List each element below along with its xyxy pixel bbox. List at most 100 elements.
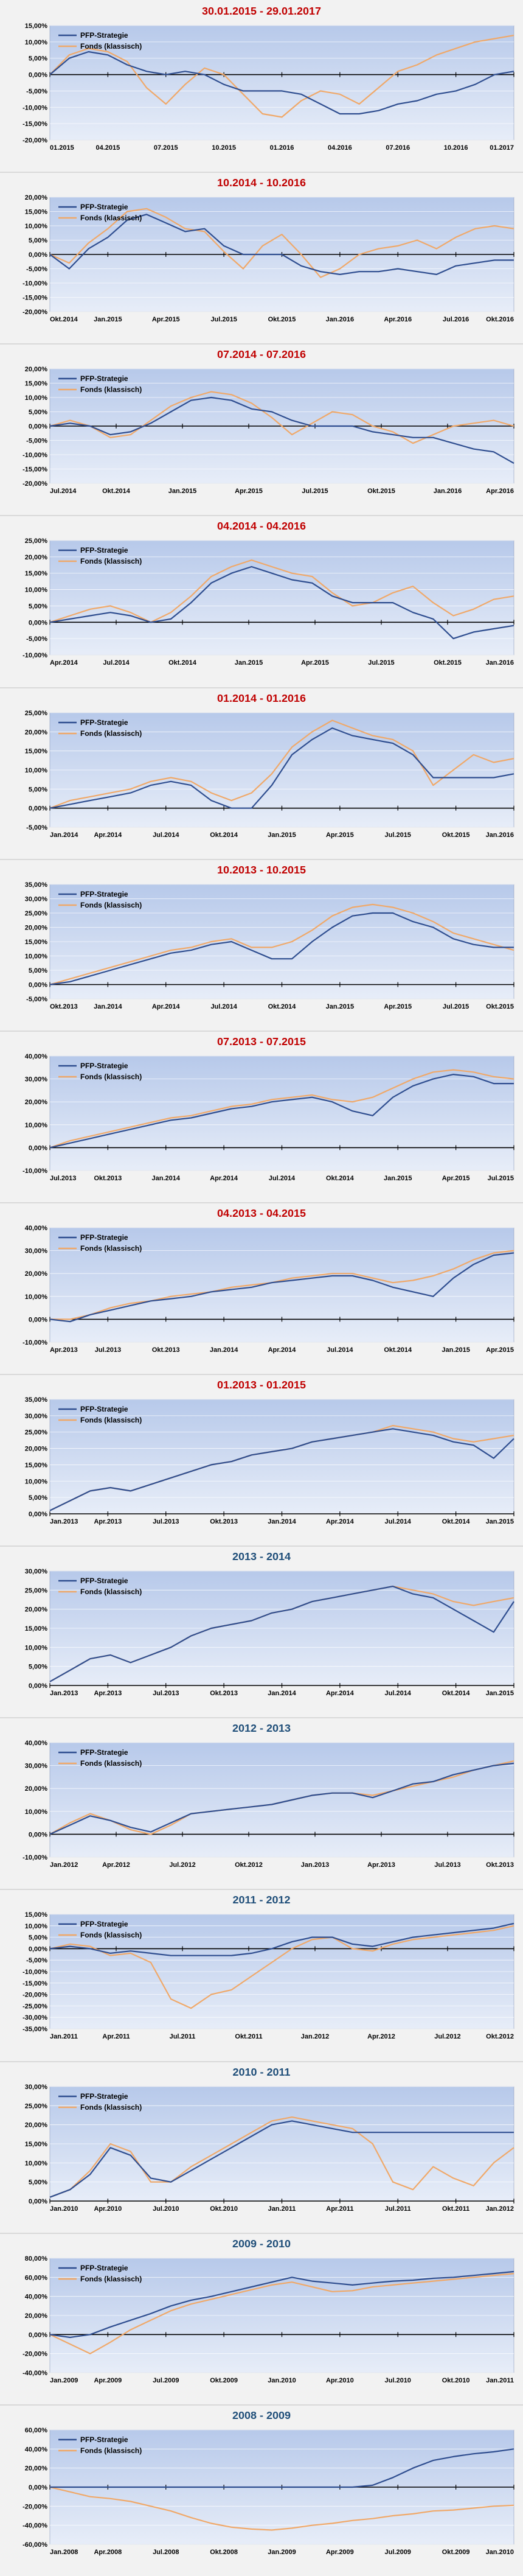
y-tick-label: 5,00%: [29, 55, 47, 63]
chart-title: 2011 - 2012: [232, 1894, 290, 1906]
series-line-strategy: [49, 2270, 514, 2338]
x-tick-label: Jul.2011: [385, 2205, 411, 2212]
x-tick-label: Jul.2015: [368, 659, 394, 667]
chart-panel: 10.2014 - 10.2016 20,00% 15,00% 10,00% 5,00%…: [0, 172, 523, 343]
legend-label: PFP-Strategie: [80, 1062, 128, 1070]
legend-label: PFP-Strategie: [80, 2435, 128, 2444]
x-tick-label: Okt.2009: [210, 2377, 238, 2384]
y-tick-label: 0,00%: [29, 1832, 47, 1839]
x-tick-label: Apr.2015: [486, 1346, 514, 1354]
y-tick-label: 40,00%: [25, 1740, 47, 1747]
series-line-strategy: [49, 1252, 514, 1323]
plot-area: [49, 1399, 514, 1514]
y-tick-label: 15,00%: [25, 209, 47, 216]
y-tick-label: -10,00%: [23, 1167, 47, 1175]
chart-title: 2010 - 2011: [232, 2065, 290, 2077]
x-tick-label: Okt.2013: [152, 1346, 180, 1354]
y-tick-label: 15,00%: [25, 23, 47, 30]
x-tick-label: Jul.2012: [169, 1861, 195, 1869]
y-tick-label: 15,00%: [25, 1911, 47, 1919]
x-tick-label: Apr.2014: [50, 659, 78, 667]
line-chart: 04.2014 - 04.2016 25,00% 20,00% 15,00% 10,00…: [23, 520, 514, 667]
line-chart: 01.2013 - 01.2015 35,00% 30,00% 25,00% 20,00…: [25, 1379, 514, 1525]
x-tick-label: Jan.2014: [210, 1346, 238, 1354]
chart-panel: 10.2013 - 10.2015 35,00% 30,00% 25,00% 20,00…: [0, 858, 523, 1031]
y-tick-label: -30,00%: [23, 2015, 47, 2022]
legend-label: Fonds (klassisch): [80, 1244, 142, 1253]
x-tick-label: Okt.2014: [210, 831, 238, 838]
y-tick-label: 35,00%: [25, 1396, 47, 1404]
x-tick-label: Jan.2014: [268, 1518, 296, 1525]
legend-label: PFP-Strategie: [80, 1405, 128, 1413]
y-tick-label: -10,00%: [23, 280, 47, 287]
x-tick-label: Jan.2016: [326, 316, 354, 323]
y-tick-label: 25,00%: [25, 1587, 47, 1594]
x-tick-label: 07.2016: [386, 144, 410, 152]
y-tick-label: 25,00%: [25, 2102, 47, 2110]
x-tick-label: Okt.2014: [442, 1518, 471, 1525]
y-tick-label: 30,00%: [25, 1076, 47, 1083]
series-line-strategy: [49, 51, 514, 115]
x-tick-label: Okt.2013: [210, 1690, 238, 1697]
x-tick-label: Apr.2015: [152, 316, 180, 323]
x-tick-label: Jan.2015: [235, 659, 263, 667]
y-tick-label: 20,00%: [25, 1446, 47, 1453]
x-tick-label: Jul.2009: [385, 2549, 411, 2556]
y-tick-label: 5,00%: [29, 409, 47, 416]
y-tick-label: 20,00%: [25, 366, 47, 373]
chart-panel: 2008 - 2009 60,00% 40,00% 20,00% 0,00% -20,00…: [0, 2404, 523, 2576]
y-tick-label: 5,00%: [29, 967, 47, 975]
x-tick-label: Apr.2015: [326, 831, 354, 838]
x-tick-label: Apr.2009: [326, 2549, 354, 2556]
x-tick-label: Jan.2015: [268, 831, 296, 838]
line-chart: 2011 - 2012 15,00% 10,00% 5,00% 0,00% -5,00% -…: [23, 1894, 514, 2040]
y-tick-label: -10,00%: [23, 452, 47, 459]
panel-separator: [0, 1889, 523, 1891]
x-tick-label: Jan.2014: [268, 1690, 296, 1697]
x-tick-label: Jul.2015: [488, 1175, 514, 1182]
x-tick-label: Apr.2013: [367, 1861, 395, 1869]
panel-separator: [0, 858, 523, 860]
y-tick-label: 0,00%: [29, 72, 47, 79]
y-tick-label: -20,00%: [23, 309, 47, 316]
y-tick-label: 5,00%: [29, 2179, 47, 2186]
series-line-fund: [49, 208, 514, 278]
x-tick-label: Apr.2014: [94, 831, 122, 838]
y-tick-label: 0,00%: [29, 1682, 47, 1690]
legend-label: Fonds (klassisch): [80, 1931, 142, 1939]
y-tick-label: 10,00%: [25, 1293, 47, 1301]
y-tick-label: -10,00%: [23, 104, 47, 111]
y-tick-label: 60,00%: [25, 2427, 47, 2434]
x-tick-label: Apr.2012: [367, 2033, 395, 2040]
plot-area: [49, 1055, 514, 1171]
x-tick-label: 10.2016: [444, 144, 468, 152]
y-tick-label: -20,00%: [23, 137, 47, 144]
panel-separator: [0, 1545, 523, 1547]
panel-separator: [0, 1717, 523, 1719]
x-tick-label: Jul.2009: [153, 2377, 179, 2384]
y-tick-label: -5,00%: [26, 636, 47, 643]
y-tick-label: 10,00%: [25, 953, 47, 960]
y-tick-label: 40,00%: [25, 2446, 47, 2453]
x-tick-label: Jan.2011: [268, 2205, 296, 2212]
y-tick-label: -20,00%: [23, 1992, 47, 1999]
series-line-strategy: [50, 2448, 514, 2488]
y-tick-label: 20,00%: [25, 1785, 47, 1793]
x-tick-label: Apr.2014: [268, 1346, 297, 1354]
y-tick-label: 30,00%: [25, 895, 47, 903]
y-tick-label: 0,00%: [29, 805, 47, 812]
y-tick-label: -5,00%: [26, 88, 47, 95]
legend-label: PFP-Strategie: [80, 1920, 128, 1928]
x-tick-label: Jan.2011: [50, 2033, 78, 2040]
series-line-strategy: [49, 1586, 514, 1682]
y-tick-label: 20,00%: [25, 2465, 47, 2472]
x-tick-label: Okt.2015: [486, 1003, 514, 1010]
chart-panel: 2013 - 2014 30,00% 25,00% 20,00% 15,00% 10,00…: [0, 1545, 523, 1717]
chart-title: 2013 - 2014: [232, 1550, 291, 1563]
x-tick-label: Apr.2014: [326, 1690, 355, 1697]
y-tick-label: 20,00%: [25, 729, 47, 736]
x-tick-label: Jul.2013: [153, 1518, 179, 1525]
x-tick-label: Jan.2014: [50, 831, 78, 838]
x-tick-label: Apr.2011: [102, 2033, 130, 2040]
y-tick-label: 20,00%: [25, 2121, 47, 2129]
